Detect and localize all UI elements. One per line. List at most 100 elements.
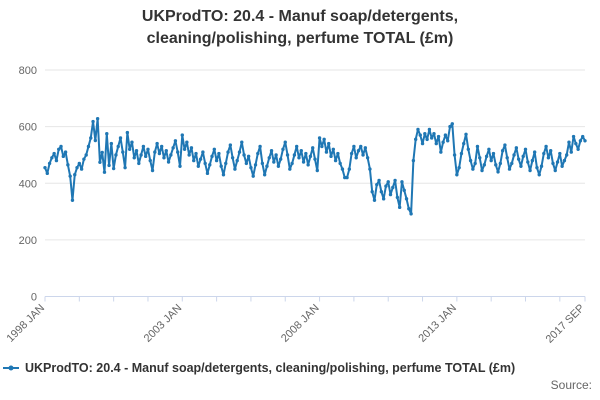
series-marker [411, 158, 416, 163]
series-marker [441, 140, 445, 144]
series-marker [297, 156, 301, 160]
series-marker [322, 137, 326, 142]
series-marker [537, 173, 541, 177]
series-marker [519, 164, 523, 168]
series-marker [528, 168, 532, 173]
series-marker [148, 158, 152, 163]
series-marker [68, 174, 72, 178]
series-marker [546, 156, 551, 160]
series-marker [244, 161, 249, 166]
series-marker [480, 168, 484, 173]
series-marker [510, 161, 514, 166]
series-marker [292, 153, 297, 157]
series-marker [198, 157, 203, 161]
series-marker [391, 185, 395, 190]
series-marker [496, 170, 500, 174]
series-marker [109, 141, 114, 146]
series-marker [285, 153, 290, 157]
y-axis-label-200: 200 [19, 235, 37, 247]
series-marker [436, 134, 441, 139]
series-marker [434, 141, 438, 146]
series-marker [478, 156, 482, 160]
series-marker [118, 136, 123, 140]
series-marker [176, 150, 180, 154]
series-marker [139, 153, 143, 157]
time-series-chart: 0 200 400 600 800 1998 JAN 2003 JAN 2008 JAN 201… [4, 65, 588, 346]
series-marker [425, 137, 429, 142]
series-marker [356, 148, 361, 153]
series-marker [539, 164, 544, 168]
series-marker [333, 158, 338, 163]
series-marker [178, 164, 182, 168]
series-marker [54, 158, 59, 163]
series-marker [114, 153, 118, 157]
series-marker [365, 156, 370, 160]
series-marker [473, 161, 477, 166]
series-marker [237, 150, 242, 154]
series-marker [448, 124, 452, 129]
series-marker [484, 154, 489, 159]
series-marker [468, 158, 473, 163]
chart-title-line1: UKProdTO: 20.4 - Manuf soap/detergents, [141, 8, 459, 25]
series-marker [201, 150, 205, 154]
series-marker [571, 134, 576, 139]
series-marker [349, 151, 354, 156]
series-marker [530, 158, 535, 163]
series-marker [299, 148, 303, 153]
series-marker [402, 188, 406, 193]
series-marker [283, 140, 287, 144]
series-marker [123, 165, 127, 170]
series-marker [512, 153, 516, 157]
series-marker [370, 190, 374, 194]
series-marker [516, 157, 521, 161]
series-marker [514, 146, 519, 150]
legend-item[interactable]: UKProdTO: 20.4 - Manuf soap/detergents, … [2, 361, 598, 375]
series-marker [320, 144, 324, 149]
series-marker [288, 167, 292, 171]
series-marker [562, 158, 567, 163]
series-marker [400, 180, 404, 184]
series-marker [214, 158, 219, 163]
series-marker [393, 178, 397, 183]
y-axis-label-400: 400 [19, 178, 37, 190]
series-marker [267, 156, 271, 160]
y-axis-label-0: 0 [31, 292, 37, 304]
series-marker [121, 150, 125, 154]
series-marker [311, 146, 315, 150]
x-axis-label-1998-jan: 1998 JAN [4, 302, 47, 345]
series-marker [420, 141, 425, 146]
series-marker [47, 161, 52, 166]
series-marker [73, 173, 77, 177]
series-marker [185, 140, 189, 144]
series-marker [338, 161, 342, 166]
series-marker [269, 148, 274, 153]
series-marker [489, 158, 493, 163]
series-marker [228, 143, 233, 147]
series-marker [134, 148, 139, 153]
series-marker [219, 164, 223, 168]
series-marker [558, 151, 562, 156]
series-marker [555, 160, 560, 164]
series-marker [70, 198, 75, 202]
series-marker [443, 133, 448, 137]
series-marker [416, 127, 420, 132]
series-marker [217, 151, 221, 156]
series-marker [91, 119, 95, 124]
series-marker [86, 144, 91, 149]
series-marker [482, 163, 487, 167]
series-marker [63, 150, 68, 154]
series-marker [505, 156, 509, 160]
series-marker [567, 140, 571, 144]
series-marker [523, 147, 528, 151]
series-marker [498, 161, 503, 166]
series-marker [535, 165, 539, 170]
series-marker [127, 147, 132, 151]
series-marker [542, 151, 546, 156]
series-marker [308, 154, 313, 159]
series-marker [583, 139, 587, 143]
series-marker [576, 147, 580, 151]
x-axis-label-2017-sep: 2017 SEP [544, 302, 588, 346]
series-marker [397, 205, 402, 210]
series-marker [377, 178, 381, 183]
